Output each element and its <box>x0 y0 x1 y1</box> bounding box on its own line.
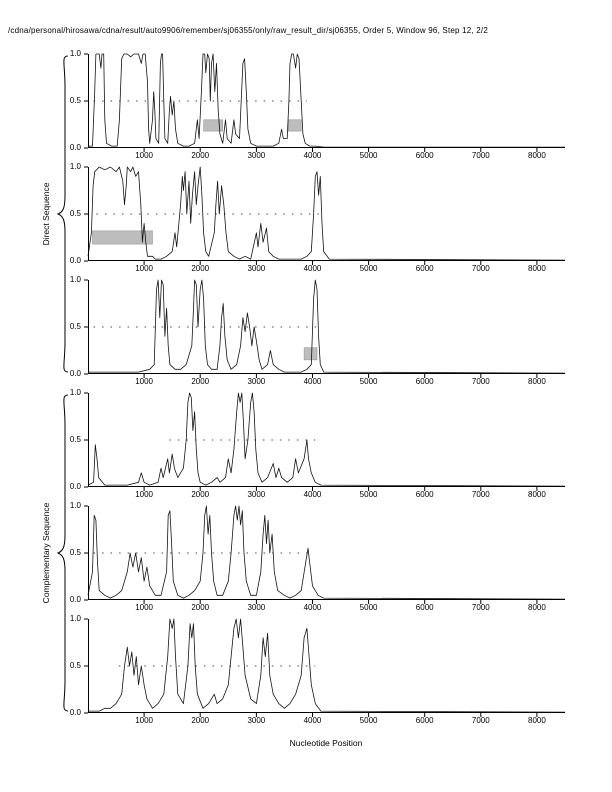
x-tick-label: 1000 <box>135 151 153 160</box>
x-tick-label: 4000 <box>303 603 322 612</box>
probability-plot <box>84 392 566 491</box>
x-tick-label: 7000 <box>471 490 490 499</box>
x-tick-label: 6000 <box>415 377 434 386</box>
x-tick-label: 7000 <box>471 377 490 386</box>
x-tick-label: 2000 <box>191 377 210 386</box>
y-tick-label: 1.0 <box>69 49 81 58</box>
x-tick-label: 6000 <box>415 490 434 499</box>
x-tick-label: 3000 <box>247 716 266 725</box>
panel-complementary-frame-2: 0.0 0.5 1.0 1000 2000 3000 4000 5000 6000 7000 80… <box>70 501 566 612</box>
x-tick-label: 1000 <box>135 490 153 499</box>
y-tick-label: 0.5 <box>69 548 81 557</box>
complementary-group-brace <box>56 393 70 713</box>
x-tick-label: 1000 <box>135 603 153 612</box>
y-axis-tick-labels: 0.0 0.5 1.0 <box>56 49 84 152</box>
x-tick-label: 2000 <box>191 603 210 612</box>
x-tick-label: 4000 <box>303 377 322 386</box>
probability-plot <box>84 53 565 152</box>
x-tick-label: 8000 <box>528 603 546 612</box>
brace-glyph <box>56 394 69 712</box>
x-axis-tick-labels: 1000 2000 3000 4000 5000 6000 7000 8000 <box>88 377 565 389</box>
y-tick-label: 0.0 <box>69 708 81 717</box>
x-axis-tick-labels: 1000 2000 3000 4000 5000 6000 7000 8000 <box>88 264 565 276</box>
x-tick-label: 3000 <box>247 490 266 499</box>
x-tick-label: 5000 <box>359 377 378 386</box>
x-tick-label: 1000 <box>135 377 153 386</box>
x-tick-label: 6000 <box>415 603 434 612</box>
x-tick-label: 5000 <box>359 151 378 160</box>
y-tick-label: 1.0 <box>69 162 81 171</box>
y-tick-label: 0.5 <box>69 435 81 444</box>
x-tick-label: 7000 <box>471 603 490 612</box>
x-tick-label: 3000 <box>247 264 266 273</box>
complementary-sequence-label: Complementary Sequence <box>41 502 51 604</box>
probability-plot <box>84 166 566 265</box>
x-axis-tick-labels: 1000 2000 3000 4000 5000 6000 7000 8000 <box>88 490 565 502</box>
direct-group-brace <box>56 54 70 374</box>
x-tick-label: 5000 <box>359 264 378 273</box>
y-tick-label: 1.0 <box>69 275 81 284</box>
x-tick-label: 1000 <box>135 716 153 725</box>
y-tick-label: 0.5 <box>69 96 81 105</box>
x-tick-label: 3000 <box>247 151 266 160</box>
x-tick-label: 2000 <box>191 151 210 160</box>
panel-direct-frame-3: 0.0 0.5 1.0 1000 2000 3000 4000 5000 6000 7000 80… <box>70 275 566 386</box>
y-axis-tick-labels: 0.0 0.5 1.0 <box>56 162 84 265</box>
y-tick-label: 1.0 <box>69 614 81 623</box>
y-axis-tick-labels: 0.0 0.5 1.0 <box>56 501 84 604</box>
x-tick-label: 6000 <box>415 264 434 273</box>
y-axis-tick-labels: 0.0 0.5 1.0 <box>56 388 84 491</box>
x-tick-label: 5000 <box>359 603 378 612</box>
y-tick-label: 0.0 <box>69 256 81 265</box>
x-tick-label: 2000 <box>191 490 210 499</box>
page-title: /cdna/personal/hirosawa/cdna/result/auto… <box>8 26 488 35</box>
y-tick-label: 0.5 <box>69 661 81 670</box>
y-axis-tick-labels: 0.0 0.5 1.0 <box>56 614 84 717</box>
direct-sequence-label: Direct Sequence <box>41 182 51 246</box>
x-tick-label: 7000 <box>471 151 490 160</box>
y-tick-label: 0.0 <box>69 369 81 378</box>
x-tick-label: 5000 <box>359 490 378 499</box>
probability-plot <box>84 618 566 717</box>
y-tick-label: 0.0 <box>69 482 81 491</box>
x-axis-tick-labels: 1000 2000 3000 4000 5000 6000 7000 8000 <box>88 151 565 163</box>
y-tick-label: 1.0 <box>69 388 81 397</box>
x-tick-label: 8000 <box>528 151 546 160</box>
y-tick-label: 0.0 <box>69 143 81 152</box>
x-axis-tick-labels: 1000 2000 3000 4000 5000 6000 7000 8000 <box>88 716 565 728</box>
probability-plot <box>84 505 566 604</box>
x-tick-label: 6000 <box>415 151 434 160</box>
x-tick-label: 8000 <box>528 716 546 725</box>
x-tick-label: 3000 <box>247 603 266 612</box>
x-axis-tick-labels: 1000 2000 3000 4000 5000 6000 7000 8000 <box>88 603 565 615</box>
x-tick-label: 4000 <box>303 716 322 725</box>
brace-glyph <box>56 55 69 373</box>
x-tick-label: 2000 <box>191 716 210 725</box>
x-tick-label: 4000 <box>303 151 322 160</box>
x-axis-label: Nucleotide Position <box>289 738 363 748</box>
panel-complementary-frame-3: 0.0 0.5 1.0 1000 2000 3000 4000 5000 6000 7000 80… <box>70 614 566 725</box>
x-tick-label: 7000 <box>471 716 490 725</box>
y-tick-label: 1.0 <box>69 501 81 510</box>
x-tick-label: 8000 <box>528 264 546 273</box>
x-tick-label: 4000 <box>303 264 322 273</box>
panel-direct-frame-2: 0.0 0.5 1.0 1000 2000 3000 4000 5000 6000 7000 80… <box>70 162 566 273</box>
y-tick-label: 0.0 <box>69 595 81 604</box>
x-tick-label: 8000 <box>528 490 546 499</box>
panel-direct-frame-1: 0.0 0.5 1.0 1000 2000 3000 4000 5000 6000 7000 80… <box>70 49 565 160</box>
panel-complementary-frame-1: 0.0 0.5 1.0 1000 2000 3000 4000 5000 6000 7000 80… <box>70 388 566 499</box>
x-tick-label: 1000 <box>135 264 153 273</box>
x-tick-label: 5000 <box>359 716 378 725</box>
x-tick-label: 6000 <box>415 716 434 725</box>
y-axis-tick-labels: 0.0 0.5 1.0 <box>56 275 84 378</box>
y-tick-label: 0.5 <box>69 322 81 331</box>
x-tick-label: 2000 <box>191 264 210 273</box>
y-tick-label: 0.5 <box>69 209 81 218</box>
x-tick-label: 8000 <box>528 377 546 386</box>
probability-plot <box>84 279 566 378</box>
x-tick-label: 4000 <box>303 490 322 499</box>
x-tick-label: 7000 <box>471 264 490 273</box>
x-tick-label: 3000 <box>247 377 266 386</box>
